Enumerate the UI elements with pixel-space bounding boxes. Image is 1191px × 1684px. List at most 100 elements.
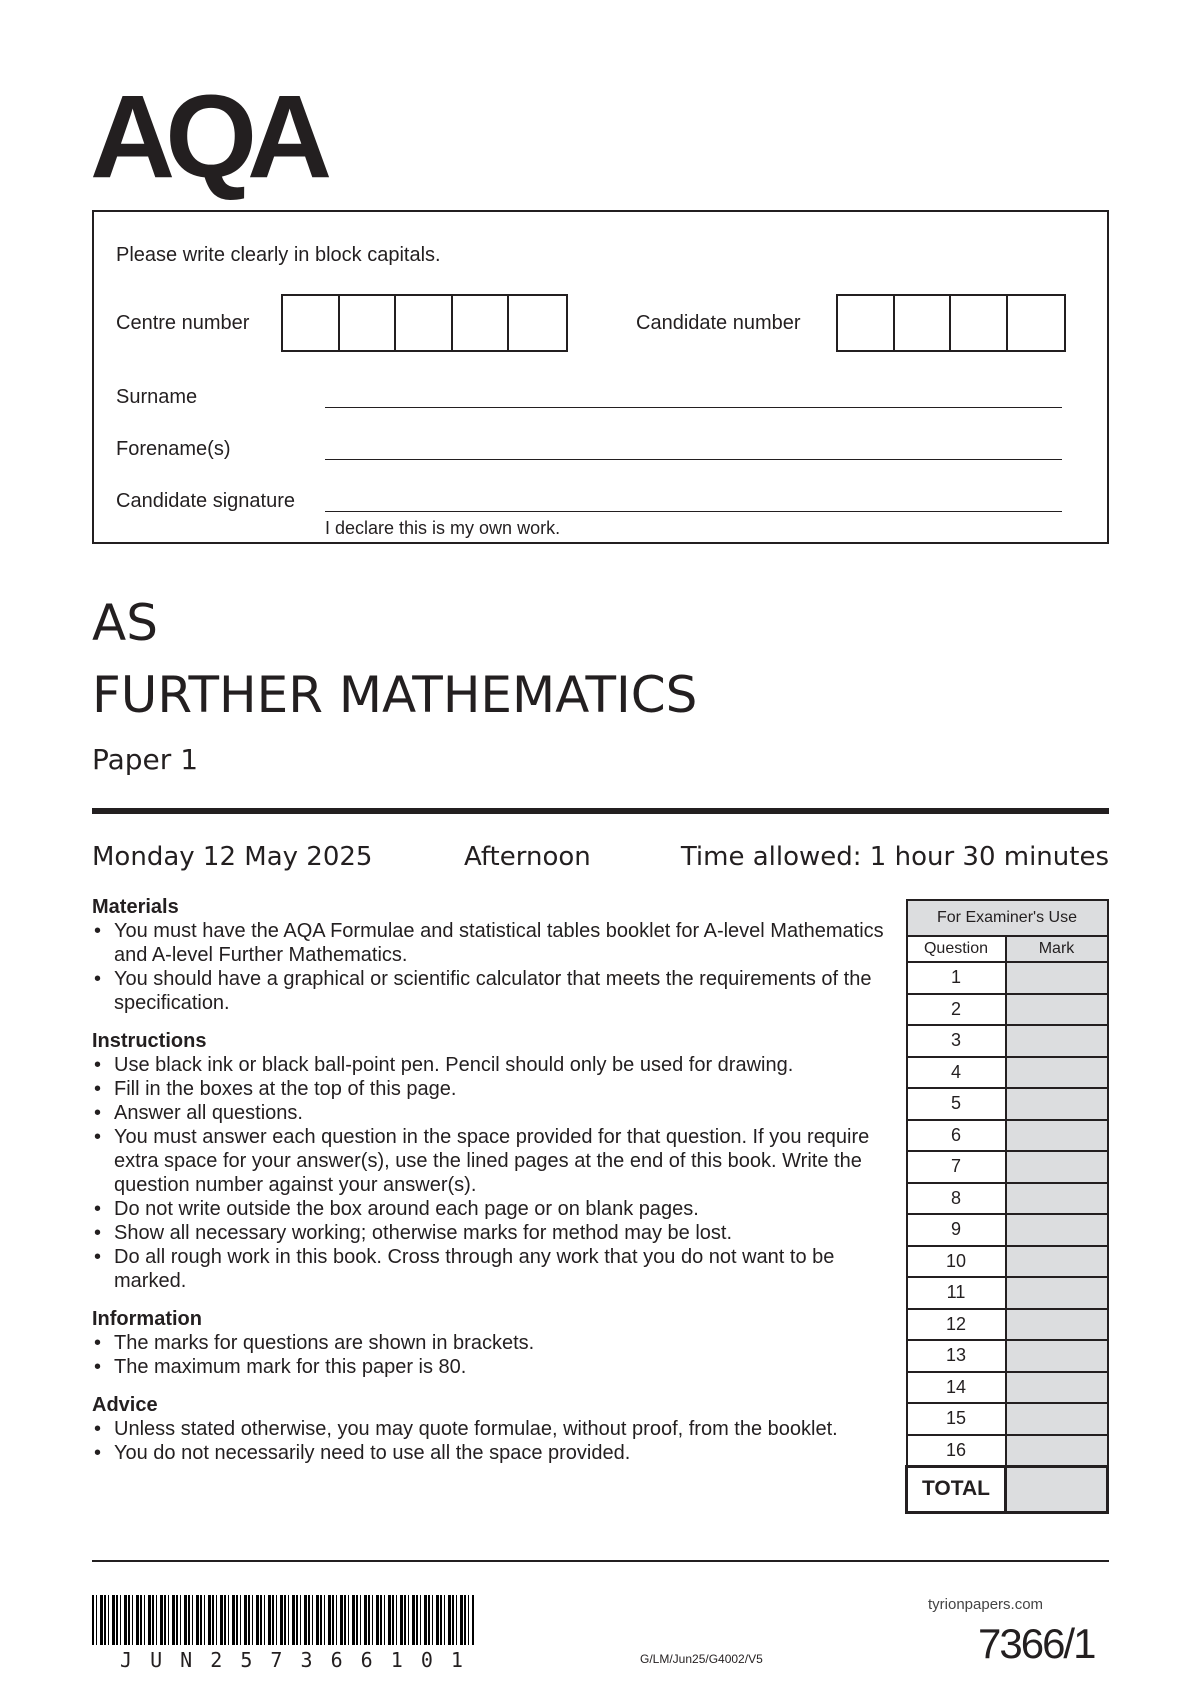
- section-instructions: InstructionsUse black ink or black ball-…: [92, 1029, 892, 1293]
- barcode: [92, 1595, 474, 1645]
- question-number: 14: [905, 1370, 1007, 1404]
- exam-session: Afternoon: [464, 842, 591, 872]
- mark-cell: [1004, 1433, 1109, 1467]
- section-heading: Instructions: [92, 1030, 207, 1052]
- exam-date: Monday 12 May 2025: [92, 842, 373, 872]
- mark-cell: [1004, 1150, 1109, 1184]
- mark-cell: [1004, 1402, 1109, 1436]
- total-mark: [1004, 1464, 1109, 1514]
- mark-cell: [1004, 1118, 1109, 1152]
- list-item: Use black ink or black ball-point pen. P…: [92, 1053, 892, 1077]
- watermark: tyrionpapers.com: [928, 1596, 1044, 1613]
- reference-code: G/LM/Jun25/G4002/V5: [640, 1652, 763, 1666]
- footer-divider: [92, 1560, 1109, 1562]
- form-instruction: Please write clearly in block capitals.: [116, 244, 441, 266]
- mark-cell: [1004, 1181, 1109, 1215]
- declaration: I declare this is my own work.: [325, 518, 561, 538]
- list-item: Do all rough work in this book. Cross th…: [92, 1245, 892, 1293]
- list-item: The marks for questions are shown in bra…: [92, 1331, 892, 1355]
- table-row: 14: [905, 1370, 1109, 1404]
- table-row: 10: [905, 1244, 1109, 1278]
- question-number: 2: [905, 992, 1007, 1026]
- candidate-details-box: [92, 210, 1109, 544]
- table-row: 12: [905, 1307, 1109, 1341]
- surname-field[interactable]: [325, 407, 1062, 408]
- table-row: 9: [905, 1213, 1109, 1247]
- exam-paper: Paper 1: [92, 743, 199, 776]
- instructions-sections: MaterialsYou must have the AQA Formulae …: [92, 895, 892, 1479]
- section-materials: MaterialsYou must have the AQA Formulae …: [92, 895, 892, 1015]
- examiner-title: For Examiner's Use: [905, 899, 1109, 937]
- exam-subject: FURTHER MATHEMATICS: [92, 666, 698, 724]
- mark-cell: [1004, 961, 1109, 995]
- question-number: 15: [905, 1402, 1007, 1436]
- aqa-logo: AQA: [90, 71, 332, 203]
- col-question: Question: [905, 935, 1007, 963]
- list-item: Fill in the boxes at the top of this pag…: [92, 1077, 892, 1101]
- section-heading: Materials: [92, 896, 179, 918]
- signature-field[interactable]: [325, 511, 1062, 512]
- mark-cell: [1004, 1055, 1109, 1089]
- question-number: 16: [905, 1433, 1007, 1467]
- table-row: 16: [905, 1433, 1109, 1467]
- centre-number-input[interactable]: [281, 294, 568, 352]
- table-row: 2: [905, 992, 1109, 1026]
- exam-level: AS: [92, 594, 158, 652]
- table-row: 7: [905, 1150, 1109, 1184]
- list-item: The maximum mark for this paper is 80.: [92, 1355, 892, 1379]
- exam-time: Time allowed: 1 hour 30 minutes: [680, 842, 1109, 872]
- question-number: 10: [905, 1244, 1007, 1278]
- forename-label: Forename(s): [116, 438, 231, 460]
- total-label: TOTAL: [905, 1464, 1007, 1514]
- table-row: 6: [905, 1118, 1109, 1152]
- table-row: 5: [905, 1087, 1109, 1121]
- table-row: 15: [905, 1402, 1109, 1436]
- col-mark: Mark: [1004, 935, 1109, 963]
- centre-number-label: Centre number: [116, 312, 250, 334]
- list-item: You must have the AQA Formulae and stati…: [92, 919, 892, 967]
- mark-cell: [1004, 1087, 1109, 1121]
- question-number: 7: [905, 1150, 1007, 1184]
- list-item: Do not write outside the box around each…: [92, 1197, 892, 1221]
- mark-cell: [1004, 1244, 1109, 1278]
- question-number: 4: [905, 1055, 1007, 1089]
- table-row: 4: [905, 1055, 1109, 1089]
- candidate-number-label: Candidate number: [636, 312, 801, 334]
- section-advice: AdviceUnless stated otherwise, you may q…: [92, 1393, 892, 1465]
- section-information: InformationThe marks for questions are s…: [92, 1307, 892, 1379]
- list-item: You should have a graphical or scientifi…: [92, 967, 892, 1015]
- table-row: 8: [905, 1181, 1109, 1215]
- mark-cell: [1004, 1370, 1109, 1404]
- signature-label: Candidate signature: [116, 490, 296, 512]
- list-item: You do not necessarily need to use all t…: [92, 1441, 892, 1465]
- paper-code: 7366/1: [978, 1620, 1096, 1667]
- table-row: 11: [905, 1276, 1109, 1310]
- surname-label: Surname: [116, 386, 198, 408]
- list-item: Unless stated otherwise, you may quote f…: [92, 1417, 892, 1441]
- question-number: 9: [905, 1213, 1007, 1247]
- question-number: 5: [905, 1087, 1007, 1121]
- mark-cell: [1004, 1024, 1109, 1058]
- table-row: 13: [905, 1339, 1109, 1373]
- mark-cell: [1004, 992, 1109, 1026]
- question-number: 3: [905, 1024, 1007, 1058]
- list-item: Answer all questions.: [92, 1101, 892, 1125]
- forename-field[interactable]: [325, 459, 1062, 460]
- table-row: 3: [905, 1024, 1109, 1058]
- question-number: 13: [905, 1339, 1007, 1373]
- question-number: 8: [905, 1181, 1007, 1215]
- question-number: 12: [905, 1307, 1007, 1341]
- divider: [92, 808, 1109, 814]
- mark-cell: [1004, 1213, 1109, 1247]
- section-heading: Advice: [92, 1394, 158, 1416]
- mark-cell: [1004, 1307, 1109, 1341]
- mark-cell: [1004, 1339, 1109, 1373]
- question-number: 6: [905, 1118, 1007, 1152]
- mark-cell: [1004, 1276, 1109, 1310]
- question-number: 1: [905, 961, 1007, 995]
- list-item: Show all necessary working; otherwise ma…: [92, 1221, 892, 1245]
- candidate-number-input[interactable]: [836, 294, 1066, 352]
- table-row: 1: [905, 961, 1109, 995]
- list-item: You must answer each question in the spa…: [92, 1125, 892, 1197]
